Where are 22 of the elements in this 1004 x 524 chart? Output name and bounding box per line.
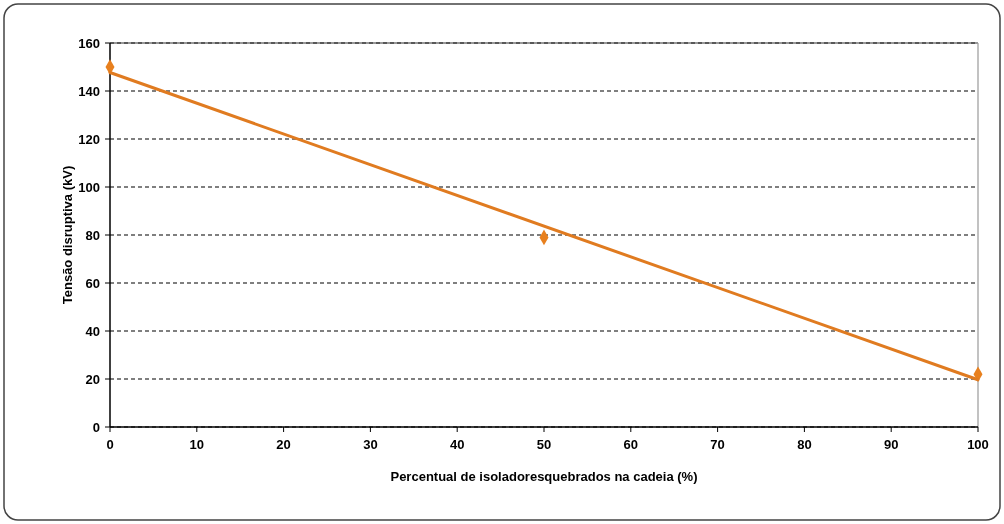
x-tick-label: 0 — [106, 437, 114, 452]
x-tick-label: 50 — [536, 437, 552, 452]
y-tick-label: 40 — [85, 323, 100, 339]
x-tick-label: 80 — [797, 437, 812, 452]
x-tick-label: 70 — [710, 437, 725, 452]
x-tick-label: 20 — [276, 437, 291, 452]
x-tick-label: 30 — [363, 437, 378, 452]
y-tick-label: 80 — [85, 227, 100, 243]
y-tick-label: 120 — [78, 131, 100, 147]
x-tick-label: 10 — [189, 437, 205, 452]
x-axis-title: Percentual de isoladoresquebrados na cadeia (%) — [390, 469, 698, 484]
y-axis-title: Tensão disruptiva (kV) — [60, 165, 75, 305]
x-tick-label: 40 — [449, 437, 465, 452]
y-tick-label: 100 — [78, 179, 100, 195]
x-tick-label: 100 — [967, 437, 989, 452]
x-tick-label: 90 — [883, 437, 899, 452]
x-tick-label: 60 — [623, 437, 639, 452]
y-tick-label: 160 — [78, 35, 100, 51]
y-tick-label: 60 — [85, 275, 100, 291]
y-tick-label: 0 — [92, 419, 100, 435]
y-tick-label: 20 — [85, 371, 100, 387]
y-tick-label: 140 — [78, 83, 100, 99]
